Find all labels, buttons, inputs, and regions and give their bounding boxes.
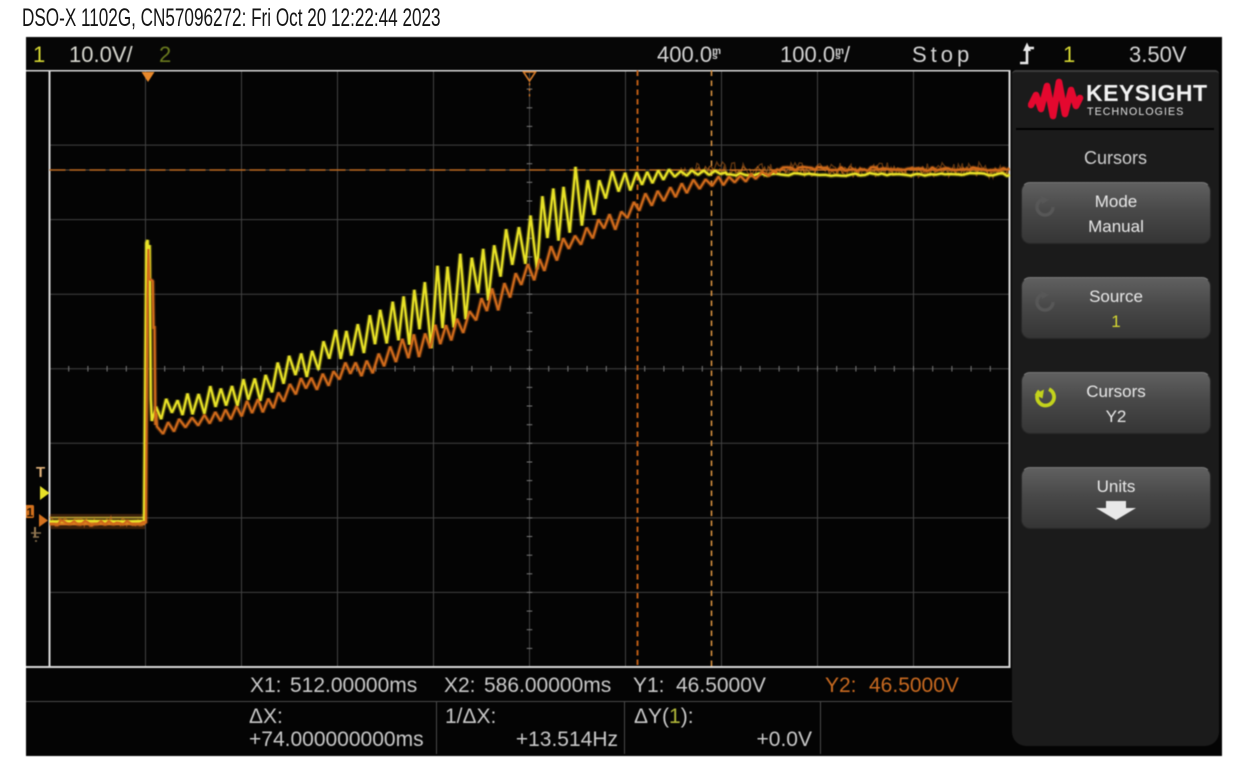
svg-text:TECHNOLOGIES: TECHNOLOGIES <box>1087 106 1184 118</box>
svg-text:T: T <box>36 464 45 481</box>
svg-text:1: 1 <box>27 506 34 520</box>
svg-text:KEYSIGHT: KEYSIGHT <box>1086 80 1208 106</box>
